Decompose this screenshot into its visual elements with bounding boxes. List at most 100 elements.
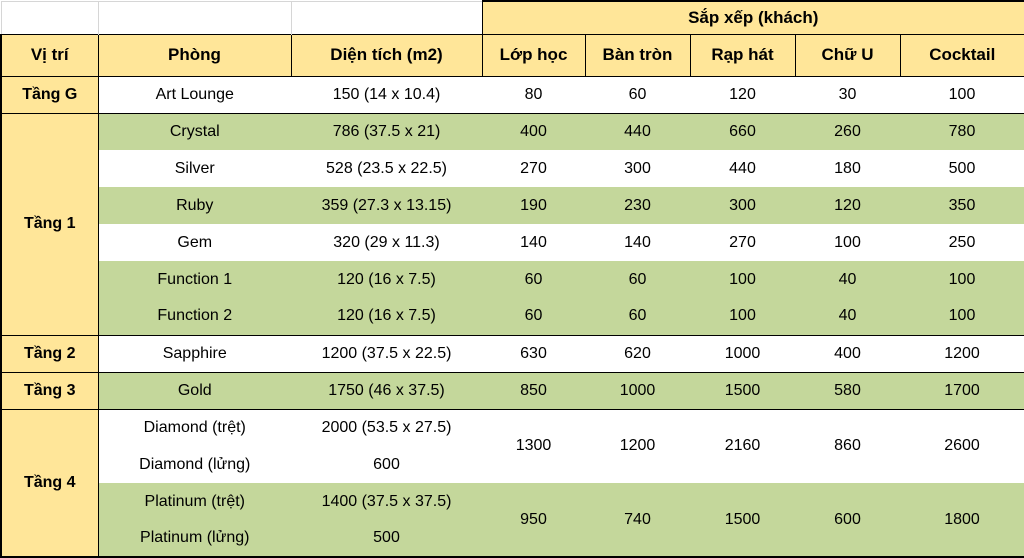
area-cell: 528 (23.5 x 22.5) — [291, 150, 482, 187]
area-cell: 2000 (53.5 x 27.5) — [291, 409, 482, 446]
room-cell: Function 1 — [98, 261, 291, 298]
capacity-cell: 660 — [690, 113, 795, 150]
table-row: Function 1 120 (16 x 7.5) 60 60 100 40 100 — [1, 261, 1024, 298]
merged-header-seating: Sắp xếp (khách) — [481, 0, 1024, 35]
capacity-cell: 780 — [900, 113, 1024, 150]
capacity-cell: 230 — [585, 187, 690, 224]
capacity-cell: 140 — [482, 224, 585, 261]
capacity-cell: 40 — [795, 261, 900, 298]
capacity-cell: 1200 — [585, 409, 690, 483]
capacity-cell: 580 — [795, 372, 900, 410]
room-cell: Platinum (trệt) — [98, 483, 291, 520]
capacity-cell: 1000 — [690, 335, 795, 373]
capacity-cell: 850 — [482, 372, 585, 410]
area-cell: 120 (16 x 7.5) — [291, 298, 482, 336]
capacity-cell: 60 — [482, 298, 585, 336]
table-row: Ruby 359 (27.3 x 13.15) 190 230 300 120 350 — [1, 187, 1024, 224]
col-header-u-shape: Chữ U — [794, 33, 901, 77]
capacity-cell: 2600 — [900, 409, 1024, 483]
room-cell: Function 2 — [98, 298, 291, 336]
room-cell: Platinum (lửng) — [98, 520, 291, 558]
col-header-location: Vị trí — [0, 33, 99, 77]
capacity-cell: 1800 — [900, 483, 1024, 558]
capacity-cell: 1300 — [482, 409, 585, 483]
col-header-classroom: Lớp học — [481, 33, 586, 77]
capacity-cell: 40 — [795, 298, 900, 336]
table-row: Tầng 1 Crystal 786 (37.5 x 21) 400 440 660 260… — [0, 113, 1024, 336]
table-row: Function 2 120 (16 x 7.5) 60 60 100 40 100 — [1, 298, 1024, 336]
capacity-cell: 60 — [585, 261, 690, 298]
capacity-cell: 630 — [482, 335, 585, 373]
capacity-cell: 60 — [585, 298, 690, 336]
capacity-cell: 400 — [482, 113, 585, 150]
area-cell: 500 — [291, 520, 482, 558]
capacity-cell: 1000 — [585, 372, 690, 410]
capacity-cell: 270 — [690, 224, 795, 261]
capacity-cell: 1500 — [690, 372, 795, 410]
location-cell: Tầng 4 — [0, 409, 99, 558]
area-cell: 1200 (37.5 x 22.5) — [291, 335, 482, 373]
empty-cell — [291, 0, 482, 34]
capacity-cell: 100 — [690, 261, 795, 298]
room-cell: Art Lounge — [98, 76, 291, 114]
room-cell: Silver — [98, 150, 291, 187]
capacity-cell: 100 — [690, 298, 795, 336]
capacity-cell: 100 — [900, 298, 1024, 336]
location-cell: Tầng G — [0, 76, 99, 114]
capacity-cell: 740 — [585, 483, 690, 558]
area-cell: 1400 (37.5 x 37.5) — [291, 483, 482, 520]
location-cell: Tầng 2 — [0, 335, 99, 373]
area-cell: 120 (16 x 7.5) — [291, 261, 482, 298]
room-cell: Ruby — [98, 187, 291, 224]
location-cell: Tầng 3 — [0, 372, 99, 410]
empty-cell — [98, 0, 292, 34]
room-cell: Diamond (lửng) — [98, 446, 291, 483]
table-row: Tầng G Art Lounge 150 (14 x 10.4) 80 60 120 30… — [0, 76, 1024, 114]
capacity-cell: 500 — [900, 150, 1024, 187]
room-cell: Diamond (trệt) — [98, 409, 291, 446]
capacity-cell: 1700 — [900, 372, 1024, 410]
col-header-cocktail: Cocktail — [899, 33, 1024, 77]
area-cell: 359 (27.3 x 13.15) — [291, 187, 482, 224]
capacity-cell: 80 — [482, 76, 585, 114]
capacity-cell: 100 — [795, 224, 900, 261]
table-body: Tầng G Art Lounge 150 (14 x 10.4) 80 60 120 30… — [0, 76, 1024, 558]
capacity-cell: 140 — [585, 224, 690, 261]
room-cell: Gold — [98, 372, 291, 410]
top-header-row: Sắp xếp (khách) — [0, 0, 1024, 35]
capacity-cell: 600 — [795, 483, 900, 558]
area-cell: 1750 (46 x 37.5) — [291, 372, 482, 410]
room-cell: Sapphire — [98, 335, 291, 373]
empty-cell — [0, 0, 99, 34]
col-header-theater: Rạp hát — [689, 33, 796, 77]
capacity-cell: 100 — [900, 76, 1024, 114]
area-cell: 786 (37.5 x 21) — [291, 113, 482, 150]
capacity-cell: 860 — [795, 409, 900, 483]
location-cell: Tầng 1 — [0, 113, 99, 336]
table-row: Tầng 3 Gold 1750 (46 x 37.5) 850 1000 1500 580… — [0, 372, 1024, 410]
capacity-cell: 120 — [690, 76, 795, 114]
capacity-cell: 30 — [795, 76, 900, 114]
room-cell: Crystal — [98, 113, 291, 150]
capacity-cell: 100 — [900, 261, 1024, 298]
capacity-cell: 1500 — [690, 483, 795, 558]
capacity-cell: 120 — [795, 187, 900, 224]
table-row: Silver 528 (23.5 x 22.5) 270 300 440 180 500 — [1, 150, 1024, 187]
col-header-area: Diện tích (m2) — [290, 33, 483, 77]
capacity-cell: 400 — [795, 335, 900, 373]
capacity-cell: 350 — [900, 187, 1024, 224]
column-header-row: Vị trí Phòng Diện tích (m2) Lớp học Bàn … — [0, 33, 1024, 77]
col-header-round-table: Bàn tròn — [584, 33, 691, 77]
capacity-cell: 300 — [585, 150, 690, 187]
table-row: Gem 320 (29 x 11.3) 140 140 270 100 250 — [1, 224, 1024, 261]
area-cell: 150 (14 x 10.4) — [291, 76, 482, 114]
capacity-cell: 440 — [690, 150, 795, 187]
capacity-cell: 180 — [795, 150, 900, 187]
table-row: Tầng 4 Diamond (trệt) 2000 (53.5 x 27.5) 13… — [0, 409, 1024, 558]
capacity-cell: 260 — [795, 113, 900, 150]
capacity-cell: 1200 — [900, 335, 1024, 373]
capacity-cell: 250 — [900, 224, 1024, 261]
capacity-cell: 620 — [585, 335, 690, 373]
capacity-cell: 270 — [482, 150, 585, 187]
